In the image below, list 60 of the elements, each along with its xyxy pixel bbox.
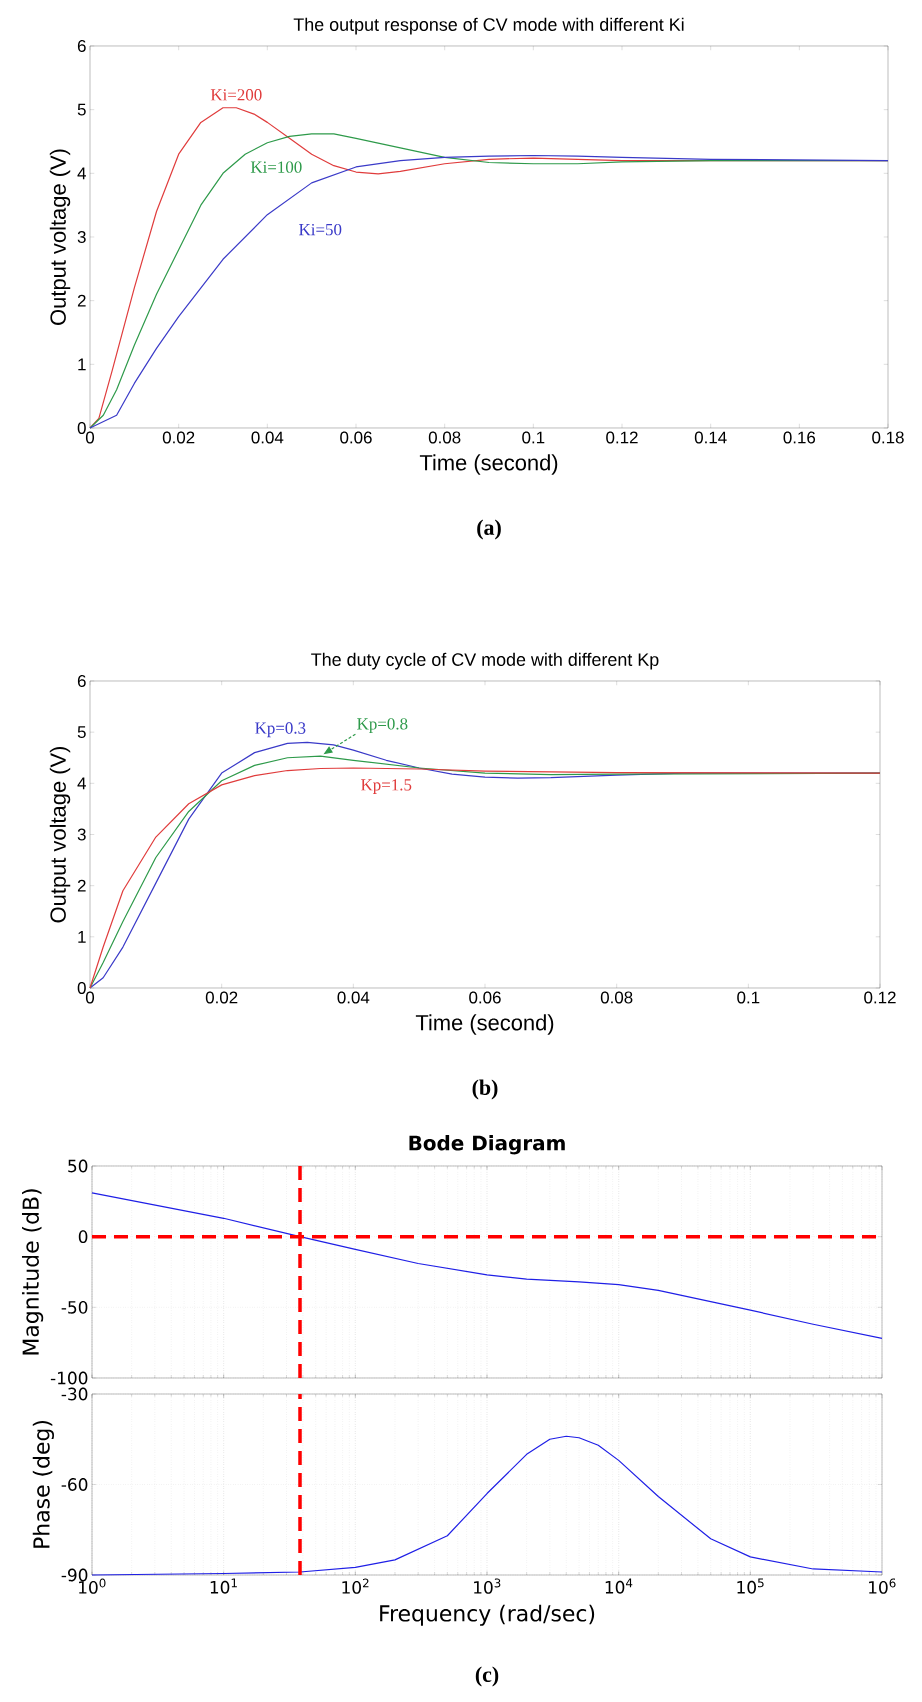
series-label: Kp=0.8	[357, 718, 408, 734]
series-label: Ki=100	[250, 161, 302, 173]
x-tick-label: 0.04	[337, 991, 370, 1004]
x-axis-title: Time (second)	[419, 454, 558, 475]
y-tick-label: 4	[77, 167, 86, 180]
x-tick-label: 0.14	[694, 431, 727, 444]
x-tick-label: 0.08	[600, 991, 633, 1004]
x-tick-label: 0.02	[162, 431, 195, 444]
series-label: Ki=200	[210, 89, 262, 101]
x-axis-title: Time (second)	[415, 1014, 554, 1035]
x-tick-label: 10$^{1}$	[210, 1578, 237, 1594]
x-tick-label: 0.12	[606, 431, 638, 444]
x-tick-label: 0.1	[737, 991, 760, 1004]
x-tick-label: 10$^{3}$	[474, 1578, 501, 1594]
y-tick-label: 50	[68, 1159, 88, 1173]
y-tick-label: -30	[61, 1387, 88, 1401]
x-tick-label: 10$^{5}$	[737, 1578, 764, 1594]
x-axis-title: Frequency (rad/sec)	[380, 1604, 595, 1626]
x-tick-label: 0.08	[428, 431, 461, 444]
x-tick-label: 0.1	[522, 431, 545, 444]
series-label: Kp=1.5	[361, 779, 412, 794]
x-tick-label: 0.02	[205, 991, 238, 1004]
series-label: Ki=50	[299, 223, 342, 236]
y-tick-label: 0	[77, 421, 86, 434]
y-tick-label: 3	[77, 230, 86, 243]
chart-title: The output response of CV mode with different Ki	[293, 17, 684, 35]
y-axis-title: Phase (deg)	[32, 1420, 54, 1548]
y-tick-label: -50	[61, 1300, 88, 1314]
text: (c)	[475, 1666, 499, 1687]
x-tick-label: 10$^{2}$	[342, 1578, 369, 1594]
x-tick-label: 10$^{6}$	[869, 1578, 896, 1594]
text: (a)	[477, 519, 501, 540]
x-tick-label: 0.06	[469, 991, 501, 1004]
x-tick-label: 0.18	[872, 431, 904, 444]
x-tick-label: 0.04	[251, 431, 284, 444]
y-tick-label: -100	[50, 1371, 88, 1385]
text: (b)	[472, 1079, 498, 1100]
y-tick-label: 1	[78, 358, 86, 371]
y-tick-label: 6	[77, 39, 86, 52]
y-tick-label: -60	[61, 1478, 88, 1491]
y-tick-label: 5	[77, 726, 86, 739]
y-tick-label: 2	[77, 879, 86, 892]
y-tick-label: 5	[77, 103, 86, 116]
y-axis-title: Output voltage (V)	[49, 149, 71, 325]
y-tick-label: 0	[78, 1230, 88, 1244]
y-tick-label: 4	[77, 777, 86, 790]
y-axis-title: Magnitude (dB)	[21, 1189, 44, 1355]
y-tick-label: 3	[77, 828, 86, 841]
chart-title: Bode Diagram	[409, 1135, 565, 1155]
y-tick-label: 1	[78, 930, 86, 943]
x-tick-label: 0.12	[864, 991, 896, 1004]
x-tick-label: 10$^{4}$	[605, 1578, 633, 1594]
y-tick-label: 6	[77, 674, 86, 687]
x-tick-label: 0.06	[340, 431, 372, 444]
chart-title: The duty cycle of CV mode with different Kp	[311, 652, 659, 670]
y-tick-label: 0	[77, 981, 86, 994]
y-tick-label: 2	[77, 294, 86, 307]
y-axis-title: Output voltage (V)	[49, 746, 71, 923]
x-tick-label: 0.16	[783, 431, 816, 444]
series-label: Kp=0.3	[255, 722, 306, 738]
